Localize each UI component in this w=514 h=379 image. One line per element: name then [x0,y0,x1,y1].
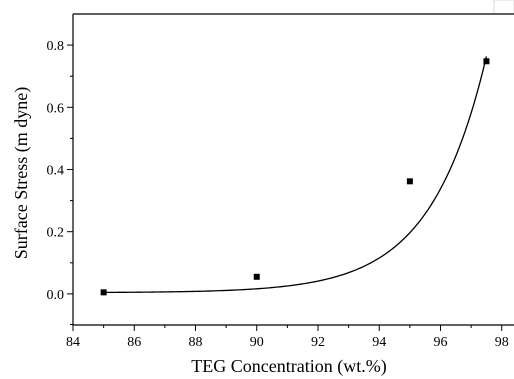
data-point [100,289,107,296]
y-tick-label: 0.4 [47,164,65,179]
x-tick-label: 86 [127,335,141,350]
x-tick-label: 88 [189,335,203,350]
y-tick-label: 0.8 [47,39,65,54]
fit-curve [103,56,488,294]
y-axis-title: Surface Stress (m dyne) [11,87,32,259]
x-tick-label: 92 [311,335,325,350]
corner-box [493,0,514,15]
x-tick-label: 84 [66,335,80,350]
x-tick-label: 96 [434,335,448,350]
x-tick-label: 90 [250,335,264,350]
y-tick-label: 0.6 [47,101,65,116]
x-tick-label: 98 [495,335,509,350]
data-point [406,178,413,185]
y-tick-label: 0.2 [47,226,65,241]
data-point [483,58,490,65]
plot-area: 84 86 88 90 92 94 96 98 0.0 0.2 0.4 0.6 0.8 [47,13,514,350]
data-point [253,273,260,280]
x-axis-title: TEG Concentration (wt.%) [191,356,386,377]
y-tick-label: 0.0 [47,288,65,303]
x-tick-label: 94 [372,335,386,350]
